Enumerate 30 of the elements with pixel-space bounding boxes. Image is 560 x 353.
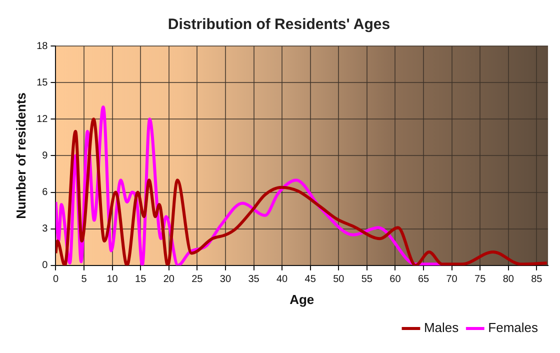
x-tick-label: 80 [502, 274, 514, 286]
x-tick-label: 25 [192, 274, 204, 286]
x-tick-label: 85 [531, 274, 543, 286]
x-tick-label: 55 [361, 274, 373, 286]
y-tick-label: 18 [36, 40, 48, 52]
x-tick-label: 0 [52, 274, 59, 286]
x-tick-label: 60 [390, 274, 402, 286]
x-tick-label: 50 [333, 274, 345, 286]
y-tick-label: 3 [42, 224, 48, 235]
x-tick-label: 20 [163, 274, 175, 286]
y-tick-label: 0 [42, 260, 48, 272]
y-axis-title: Number of residents [13, 92, 28, 219]
legend-label: Females [488, 320, 538, 336]
x-tick-label: 75 [474, 274, 486, 286]
x-tick-label: 35 [248, 274, 260, 286]
y-tick-label: 6 [42, 187, 48, 198]
x-tick-label: 10 [106, 274, 118, 286]
x-tick-label: 15 [135, 274, 147, 286]
x-tick-label: 45 [304, 274, 316, 286]
x-axis-title: Age [290, 292, 314, 307]
x-tick-label: 40 [276, 274, 288, 286]
y-tick-label: 9 [42, 150, 48, 162]
legend-label: Males [424, 320, 460, 336]
y-tick-label: 12 [36, 114, 48, 125]
x-tick-label: 70 [446, 274, 458, 286]
x-tick-label: 30 [220, 274, 232, 286]
chart-title: Distribution of Residents' Ages [168, 16, 390, 34]
x-tick-label: 5 [81, 274, 88, 286]
y-tick-label: 15 [36, 77, 48, 88]
x-tick-label: 65 [418, 274, 430, 286]
